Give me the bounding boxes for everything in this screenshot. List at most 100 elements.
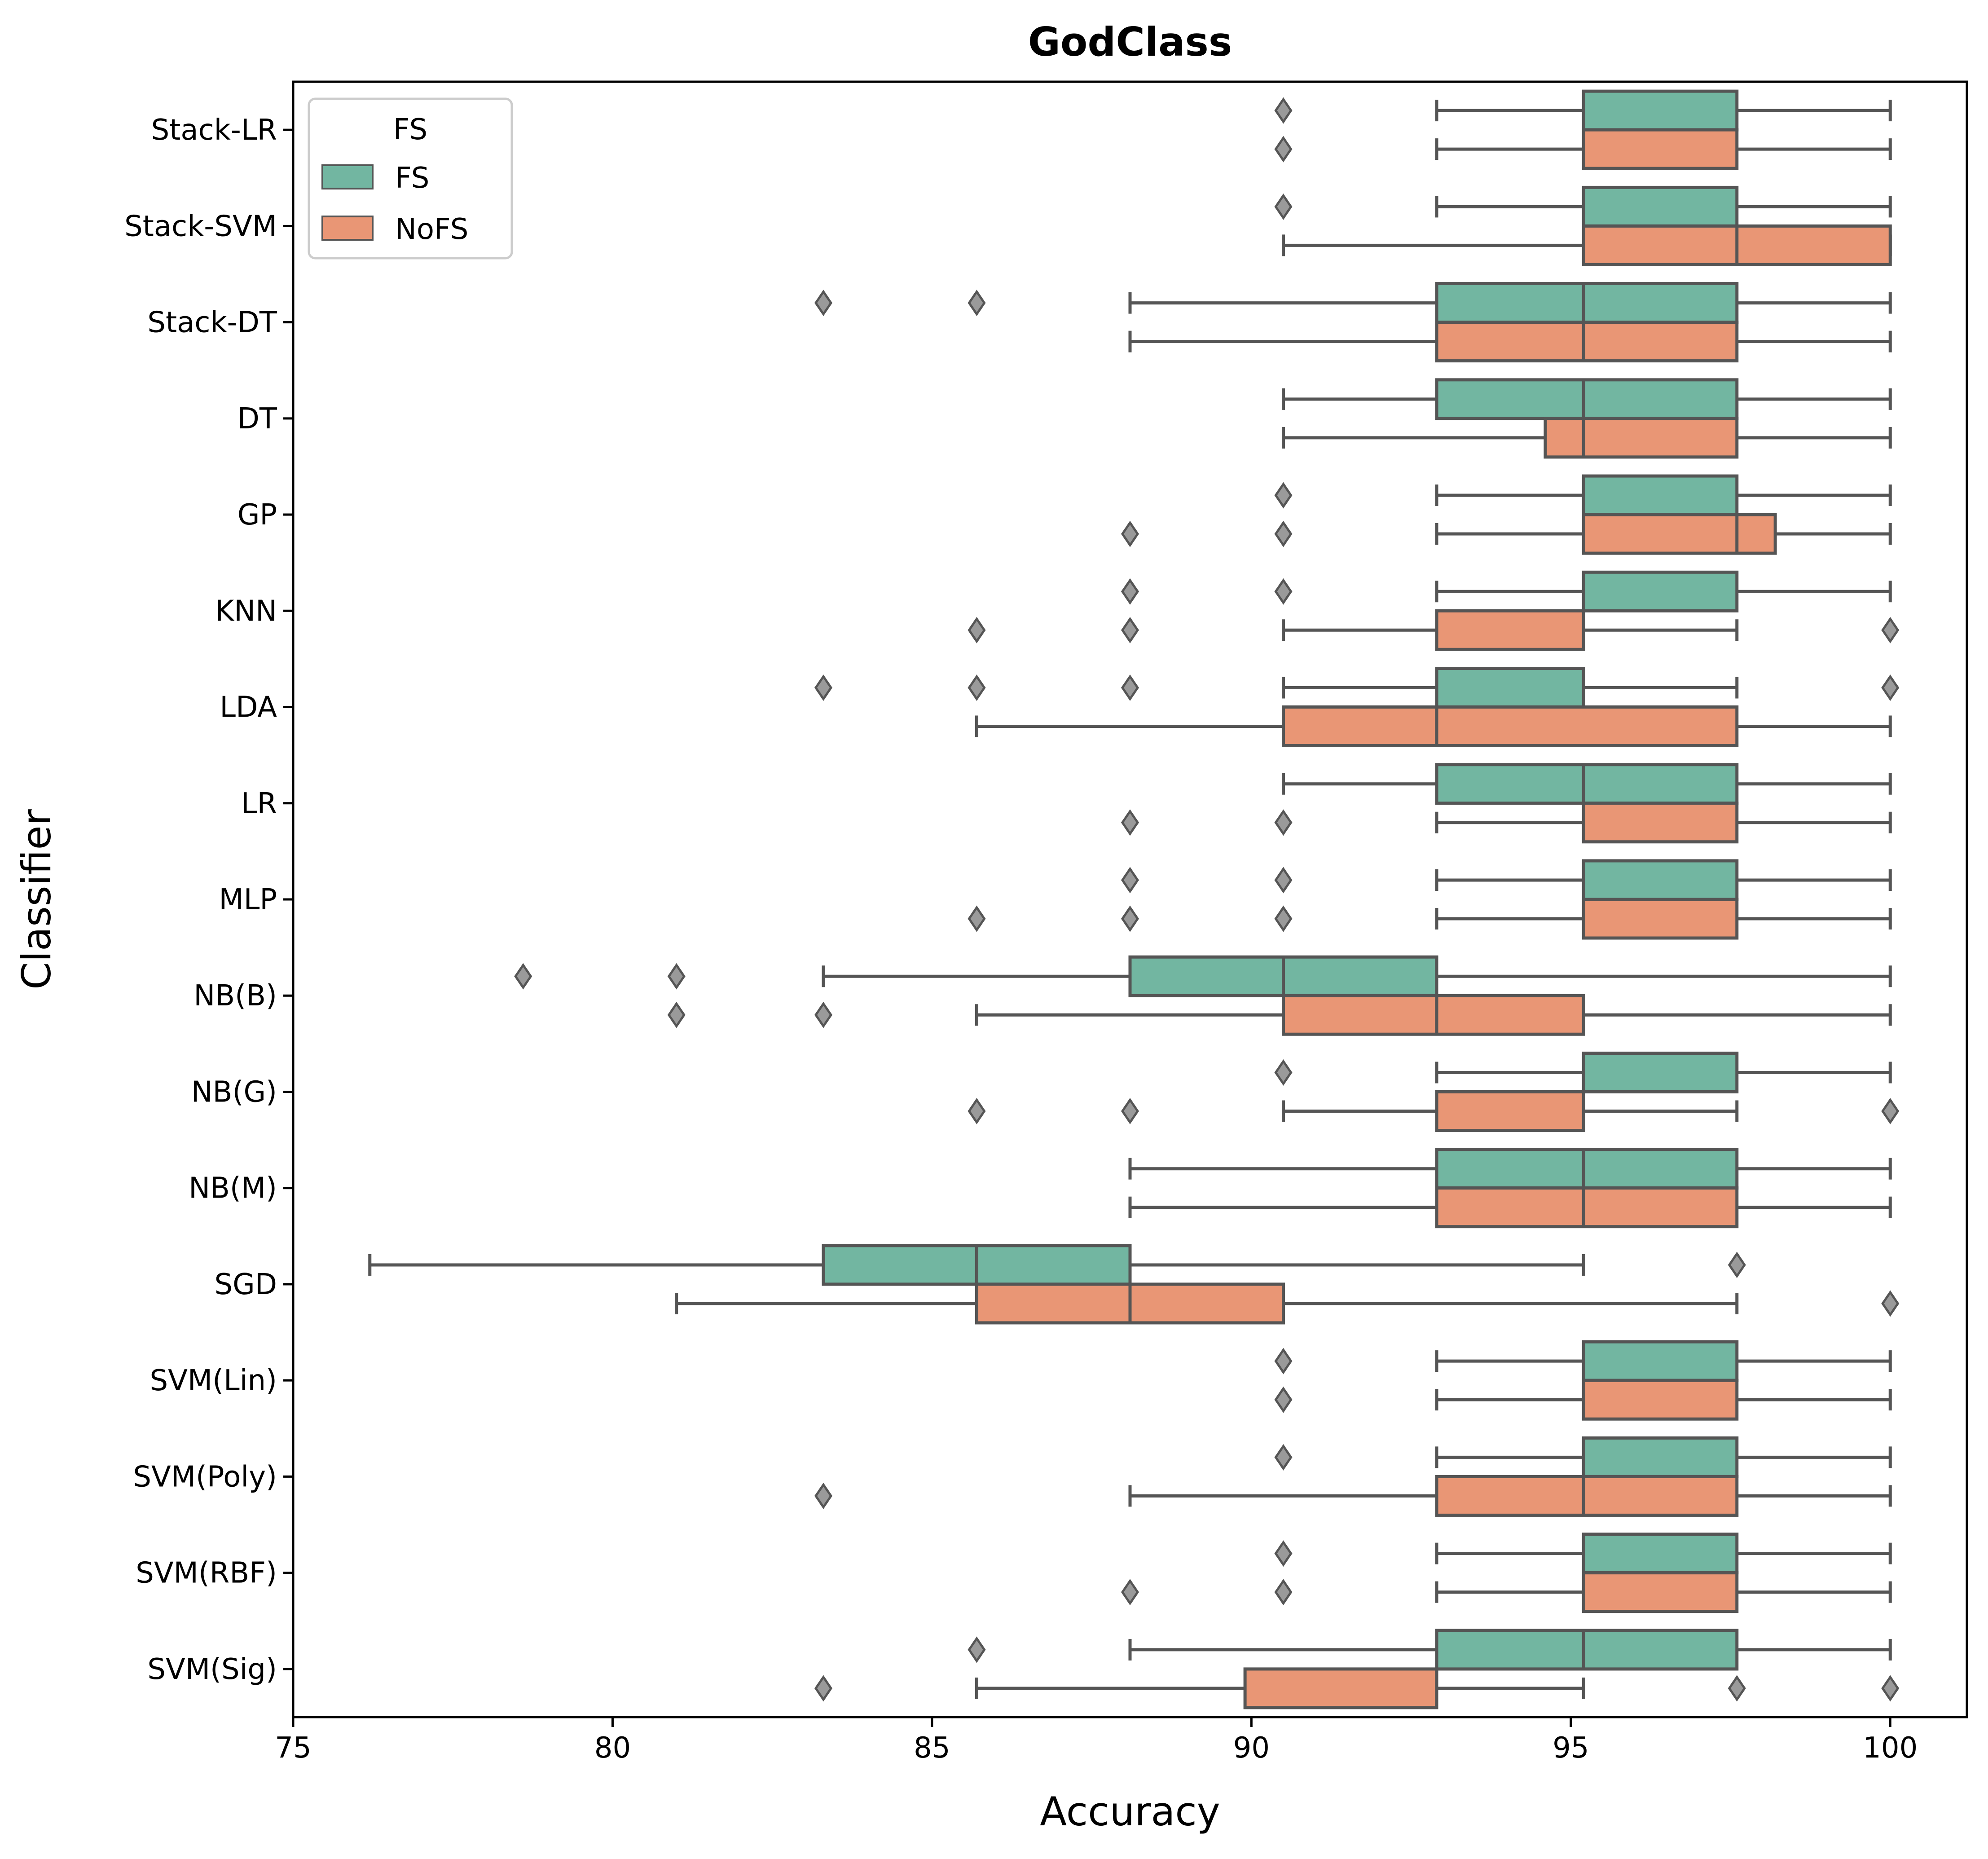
- y-tick-label-stack-svm: Stack-SVM: [124, 210, 277, 243]
- y-tick-label-lda: LDA: [220, 691, 277, 724]
- axes: Stack-LR Stack-SVM Stack-DT DT GP KNN LDA LR MLP…: [124, 114, 1918, 1765]
- outlier-point: [1121, 867, 1139, 894]
- outlier-point: [1121, 809, 1139, 836]
- outlier-point: [1274, 809, 1293, 836]
- y-tick-label-sgd: SGD: [215, 1268, 277, 1301]
- outlier-point: [1121, 520, 1139, 547]
- outlier-point: [1274, 520, 1293, 547]
- iqr-box: [1582, 570, 1739, 612]
- box-nb-g-nofs: [968, 1090, 1900, 1132]
- outlier-point: [814, 1482, 833, 1509]
- outlier-point: [968, 1636, 986, 1663]
- legend-swatch-nofs: [321, 216, 374, 241]
- outlier-point: [968, 674, 986, 701]
- x-axis-label: Accuracy: [1040, 1789, 1220, 1835]
- iqr-box: [1582, 89, 1739, 132]
- box-svm-rbf-fs: [1274, 1533, 1892, 1575]
- outlier-point: [1274, 1348, 1293, 1374]
- outlier-point: [968, 290, 986, 317]
- iqr-box: [1435, 763, 1739, 805]
- x-tick-label-80: 80: [594, 1731, 631, 1765]
- iqr-box: [1582, 1436, 1739, 1478]
- outlier-point: [814, 1675, 833, 1702]
- box-stack-svm-nofs: [1281, 224, 1892, 266]
- iqr-box: [1582, 474, 1739, 516]
- outlier-point: [1881, 1098, 1900, 1124]
- y-tick-label-knn: KNN: [215, 595, 277, 628]
- box-knn-fs: [1121, 570, 1892, 612]
- box-nb-g-fs: [1274, 1051, 1892, 1093]
- iqr-box: [1435, 609, 1585, 651]
- box-lda-fs: [814, 667, 1900, 709]
- outlier-point: [1121, 905, 1139, 932]
- y-tick-label-stack-dt: Stack-DT: [147, 306, 277, 339]
- legend-label-fs: FS: [395, 162, 429, 195]
- box-stack-svm-fs: [1274, 185, 1892, 228]
- y-tick-label-svm-lin: SVM(Lin): [150, 1364, 277, 1397]
- outlier-point: [814, 290, 833, 317]
- legend-swatch-fs: [321, 164, 374, 189]
- iqr-box: [1582, 1571, 1739, 1613]
- outlier-point: [514, 963, 532, 990]
- box-nb-b-fs: [514, 955, 1892, 997]
- outlier-point: [1274, 867, 1293, 894]
- box-gp-nofs: [1121, 513, 1892, 555]
- box-nb-b-nofs: [667, 994, 1892, 1036]
- y-tick-label-nb-m: NB(M): [189, 1172, 277, 1205]
- outlier-point: [1274, 578, 1293, 605]
- iqr-box: [1582, 802, 1739, 844]
- outlier-point: [667, 1001, 686, 1028]
- iqr-box: [1582, 1051, 1739, 1093]
- outlier-point: [1121, 578, 1139, 605]
- outlier-point: [1121, 1579, 1139, 1606]
- outlier-point: [1728, 1675, 1746, 1702]
- box-lr-nofs: [1121, 802, 1892, 844]
- x-tick-label-90: 90: [1233, 1731, 1270, 1765]
- box-stack-dt-fs: [814, 282, 1892, 324]
- box-nb-m-nofs: [1128, 1186, 1892, 1229]
- x-tick-label-85: 85: [914, 1731, 950, 1765]
- box-svm-lin-nofs: [1274, 1379, 1892, 1421]
- chart-title: GodClass: [1028, 19, 1232, 65]
- iqr-box: [1582, 859, 1739, 901]
- outlier-point: [1274, 482, 1293, 509]
- legend-label-nofs: NoFS: [395, 213, 468, 246]
- y-tick-label-nb-g: NB(G): [191, 1075, 277, 1109]
- iqr-box: [1435, 1186, 1739, 1229]
- y-tick-label-stack-lr: Stack-LR: [151, 114, 277, 147]
- outlier-point: [1121, 1098, 1139, 1124]
- y-tick-label-svm-sig: SVM(Sig): [147, 1653, 277, 1686]
- iqr-box: [1435, 1629, 1739, 1671]
- outlier-point: [667, 963, 686, 990]
- iqr-box: [1435, 1148, 1739, 1190]
- box-stack-lr-nofs: [1274, 128, 1892, 170]
- x-tick-label-100: 100: [1863, 1731, 1918, 1765]
- iqr-box: [1582, 1379, 1739, 1421]
- legend: FS FS NoFS: [308, 97, 513, 260]
- y-tick-label-lr: LR: [241, 787, 277, 820]
- iqr-box: [1582, 128, 1739, 170]
- x-tick-label-95: 95: [1553, 1731, 1589, 1765]
- iqr-box: [1582, 1340, 1739, 1382]
- outlier-point: [814, 1001, 833, 1028]
- y-tick-label-mlp: MLP: [219, 883, 277, 916]
- y-tick-label-dt: DT: [238, 402, 277, 436]
- legend-title: FS: [393, 113, 427, 146]
- outlier-point: [1274, 136, 1293, 163]
- outlier-point: [1121, 617, 1139, 643]
- box-svm-sig-nofs: [814, 1667, 1900, 1709]
- outlier-point: [1274, 1444, 1293, 1471]
- box-stack-dt-nofs: [1128, 321, 1892, 363]
- iqr-box: [1435, 321, 1739, 363]
- box-lr-fs: [1281, 763, 1892, 805]
- outlier-point: [1274, 1059, 1293, 1086]
- iqr-box: [1582, 898, 1739, 940]
- iqr-box: [1544, 417, 1739, 459]
- iqr-box: [1435, 667, 1585, 709]
- iqr-box: [1435, 378, 1739, 420]
- outlier-point: [1274, 1540, 1293, 1567]
- outlier-point: [814, 674, 833, 701]
- outlier-point: [1881, 617, 1900, 643]
- y-tick-label-svm-poly: SVM(Poly): [133, 1460, 277, 1493]
- outlier-point: [1274, 1579, 1293, 1606]
